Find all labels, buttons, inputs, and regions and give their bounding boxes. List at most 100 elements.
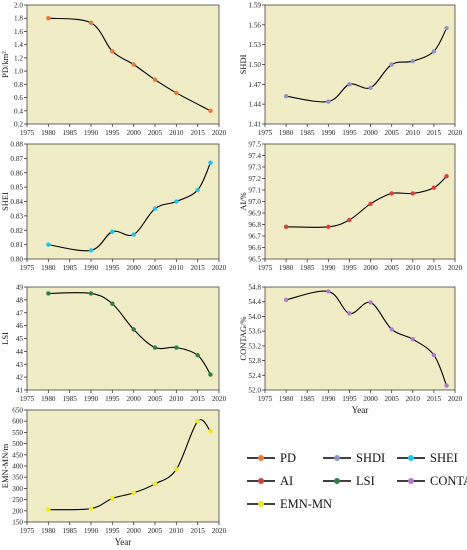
- x-tick-label: 1990: [84, 264, 99, 272]
- x-tick-label: 1990: [84, 527, 99, 535]
- data-point-lsi: [195, 353, 200, 358]
- x-tick-label: 2010: [169, 527, 184, 535]
- data-point-pd: [174, 90, 179, 96]
- data-point-contag: [368, 300, 373, 305]
- y-tick-label: 0.86: [10, 169, 23, 177]
- y-tick-label: 1.41: [248, 121, 261, 129]
- y-axis-label: CONTAG/%: [238, 316, 248, 360]
- x-tick-label: 1990: [321, 264, 336, 272]
- data-point-lsi: [131, 327, 136, 332]
- x-tick-label: 1985: [62, 395, 77, 403]
- x-tick-label: 2005: [148, 129, 163, 137]
- data-point-emn-mn: [110, 496, 115, 501]
- y-tick-label: 0.6: [14, 94, 23, 102]
- x-tick-label: 1975: [258, 129, 273, 137]
- y-tick-label: 1.53: [248, 41, 261, 49]
- y-tick-label: 200: [12, 507, 23, 515]
- y-tick-label: 0.8: [14, 81, 23, 89]
- y-tick-label: 1.50: [248, 61, 261, 69]
- x-tick-label: 2005: [384, 129, 399, 137]
- y-tick-label: 0.2: [14, 121, 23, 129]
- x-tick-label: 1975: [20, 264, 35, 272]
- legend-swatch-shdi: [323, 455, 351, 461]
- data-point-contag: [431, 352, 437, 358]
- y-tick-label: 97.0: [248, 198, 261, 206]
- data-point-contag: [410, 337, 415, 342]
- x-tick-label: 2020: [212, 527, 227, 535]
- x-tick-label: 2015: [427, 395, 442, 403]
- x-tick-label: 2005: [384, 264, 399, 272]
- data-point-ai: [444, 174, 449, 179]
- series-line-emn-mn: [48, 419, 211, 511]
- chart-emn-mn: 1975 1980 1985 1990 1995 2000 2005 2010 2015 2020…: [0, 407, 227, 548]
- legend-label-emn-mn: EMN-MN: [280, 496, 333, 511]
- y-tick-label: 97.5: [248, 141, 261, 149]
- y-tick-label: 0.87: [10, 155, 23, 163]
- x-tick-label: 1975: [258, 264, 273, 272]
- y-tick-label: 41: [16, 387, 24, 395]
- x-tick-label: 1980: [279, 129, 294, 137]
- y-tick-label: 1.47: [248, 81, 261, 89]
- y-tick-label: 52.4: [248, 372, 261, 380]
- data-point-emn-mn: [131, 490, 136, 496]
- y-tick-label: 300: [12, 485, 23, 493]
- chart-ai: 1975 1980 1985 1990 1995 2000 2005 2010 2015 2020…: [238, 141, 463, 273]
- data-point-shdi: [410, 58, 415, 64]
- y-tick-label: 1.6: [14, 28, 23, 36]
- y-tick-label: 96.8: [248, 221, 261, 229]
- y-tick-label: 53.6: [248, 328, 261, 336]
- data-point-emn-mn: [195, 419, 200, 424]
- data-point-lsi: [88, 291, 94, 296]
- y-tick-label: 450: [12, 451, 23, 459]
- x-tick-label: 2005: [148, 264, 163, 272]
- legend-swatch-lsi: [323, 478, 351, 484]
- y-tick-label: 350: [12, 474, 23, 482]
- x-tick-label: 2005: [384, 395, 399, 403]
- x-tick-label: 1985: [62, 527, 77, 535]
- chart-shei: 1975 1980 1985 1990 1995 2000 2005 2010 2015 2020…: [0, 141, 227, 273]
- data-point-pd: [208, 108, 213, 113]
- data-point-pd: [46, 16, 51, 21]
- data-point-ai: [283, 224, 289, 229]
- legend-item-pd: PD: [246, 448, 296, 468]
- x-tick-label: 1990: [84, 395, 99, 403]
- x-tick-label: 1975: [258, 395, 273, 403]
- legend-label-shdi: SHDI: [356, 450, 386, 465]
- data-point-emn-mn: [208, 429, 213, 434]
- chart-pd: 1975 1980 1985 1990 1995 2000 2005 2010 2015 2020…: [0, 2, 227, 138]
- x-tick-label: 1980: [41, 264, 56, 272]
- x-tick-label: 1980: [41, 527, 56, 535]
- chart-contag: 1975 1980 1985 1990 1995 2000 2005 2010 2015 2020…: [238, 284, 463, 416]
- y-tick-label: 550: [12, 429, 23, 437]
- y-tick-label: 0.81: [10, 241, 23, 249]
- y-tick-label: 2.0: [14, 2, 23, 10]
- y-tick-label: 0.4: [14, 107, 23, 115]
- data-point-lsi: [208, 372, 213, 377]
- legend-swatch-contag: [397, 478, 425, 484]
- y-tick-label: 45: [16, 335, 24, 343]
- data-point-lsi: [110, 301, 115, 306]
- y-tick-label: 47: [16, 309, 24, 317]
- data-point-emn-mn: [46, 507, 51, 512]
- x-tick-label: 1995: [105, 527, 120, 535]
- data-point-ai: [410, 191, 415, 196]
- data-point-ai: [347, 217, 352, 223]
- data-point-emn-mn: [174, 467, 179, 472]
- y-tick-label: 43: [16, 361, 24, 369]
- x-tick-label: 1975: [20, 395, 35, 403]
- data-point-shei: [88, 248, 94, 253]
- x-tick-label: 2000: [363, 129, 378, 137]
- y-tick-label: 1.0: [14, 68, 23, 76]
- data-point-ai: [389, 191, 394, 196]
- x-tick-label: 1980: [41, 129, 56, 137]
- y-tick-label: 600: [12, 418, 23, 426]
- x-tick-label: 1985: [300, 264, 315, 272]
- data-point-shdi: [347, 82, 352, 87]
- data-point-ai: [368, 201, 373, 206]
- x-tick-label: 2010: [406, 264, 421, 272]
- plot-area-ai: [264, 143, 456, 260]
- x-tick-label: 2005: [148, 527, 163, 535]
- x-tick-label: 2010: [169, 395, 184, 403]
- data-point-pd: [152, 77, 158, 82]
- data-point-contag: [444, 383, 449, 388]
